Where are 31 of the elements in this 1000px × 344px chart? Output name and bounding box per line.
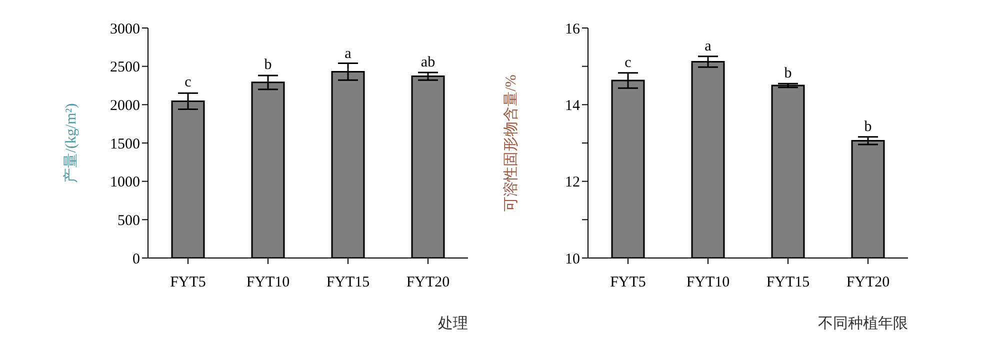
x-tick-label: FYT5 [170,274,206,291]
annotation: ab [420,54,436,70]
y-tick-label: 1000 [110,174,140,191]
annotation: a [704,38,712,54]
y-axis-title: 可溶性固形物含量/% [502,74,520,212]
y-tick-label: 14 [565,98,580,114]
y-tick-label: 2500 [110,60,140,76]
x-tick-label: FYT20 [406,274,450,291]
annotation: a [344,46,352,62]
y-tick-label: 2000 [110,98,140,114]
x-tick-label: FYT15 [766,274,810,291]
annotation: b [864,118,872,135]
y-tick-label: 1500 [110,136,140,152]
annotation: c [624,54,632,71]
annotation: b [264,56,272,73]
y-tick-label: 3000 [110,21,140,38]
x-tick-label: FYT10 [686,274,730,291]
x-tick-label: FYT5 [610,274,646,291]
x-tick-label: FYT20 [846,274,890,291]
x-tick-label: FYT10 [246,274,290,291]
annotation: c [184,74,192,91]
x-tick-label: FYT15 [326,274,370,291]
x-axis-title: 不同种植年限 [818,315,908,332]
x-axis-title: 处理 [438,315,468,332]
y-tick-label: 0 [132,251,140,268]
y-tick-label: 12 [565,174,580,191]
y-tick-label: 10 [565,251,580,268]
y-tick-label: 500 [118,212,140,229]
annotation: b [784,66,792,82]
y-axis-title: 产量/(kg/m²) [62,103,80,183]
y-tick-label: 16 [565,21,580,38]
